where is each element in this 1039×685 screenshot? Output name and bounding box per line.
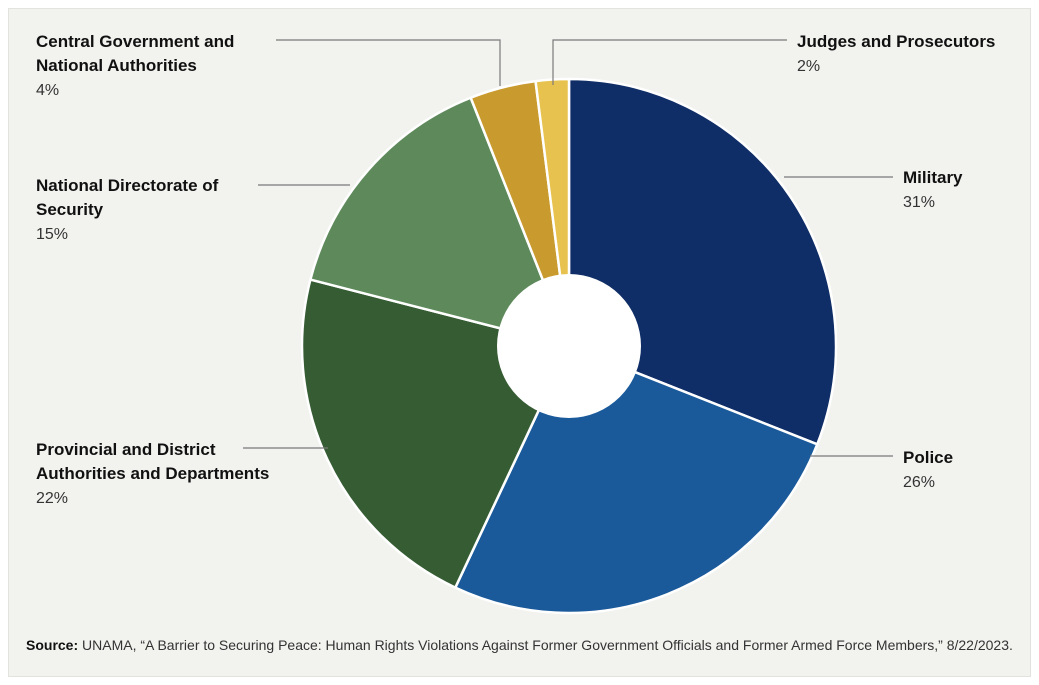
label-name-line: Central Government and xyxy=(36,32,234,51)
label-percent: 31% xyxy=(903,194,935,211)
label-police: Police 26% xyxy=(903,448,953,491)
label-name-line: Authorities and Departments xyxy=(36,464,269,483)
source-note: Source: UNAMA, “A Barrier to Securing Pe… xyxy=(26,634,1016,656)
label-name-line: Military xyxy=(903,168,963,187)
label-provincial-and-district-authorities-and-departments: Provincial and District Authorities and D… xyxy=(36,440,269,507)
label-percent: 4% xyxy=(36,82,59,99)
label-percent: 26% xyxy=(903,474,935,491)
label-name-line: National Authorities xyxy=(36,56,197,75)
label-judges-and-prosecutors: Judges and Prosecutors 2% xyxy=(797,32,995,75)
label-national-directorate-of-security: National Directorate of Security 15% xyxy=(36,176,219,243)
label-name-line: Police xyxy=(903,448,953,467)
label-percent: 15% xyxy=(36,226,68,243)
label-percent: 22% xyxy=(36,490,68,507)
source-text: UNAMA, “A Barrier to Securing Peace: Hum… xyxy=(78,637,1013,653)
label-name-line: Provincial and District xyxy=(36,440,216,459)
label-name-line: Judges and Prosecutors xyxy=(797,32,995,51)
slice-labels: Military 31% Police 26% Provincial and Distr… xyxy=(36,32,995,507)
slice-national-directorate-of-security xyxy=(309,96,571,348)
label-percent: 2% xyxy=(797,58,820,75)
source-prefix: Source: xyxy=(26,637,79,653)
label-name-line: National Directorate of xyxy=(36,176,219,195)
leader-line-central-government-and-national-authorities xyxy=(276,39,501,86)
leader-line-judges-and-prosecutors xyxy=(552,39,787,85)
leader-lines xyxy=(243,39,893,457)
label-military: Military 31% xyxy=(903,168,963,211)
donut-hole xyxy=(497,274,641,418)
label-central-government-and-national-authorities: Central Government and National Authoriti… xyxy=(36,32,234,99)
label-name-line: Security xyxy=(36,200,104,219)
